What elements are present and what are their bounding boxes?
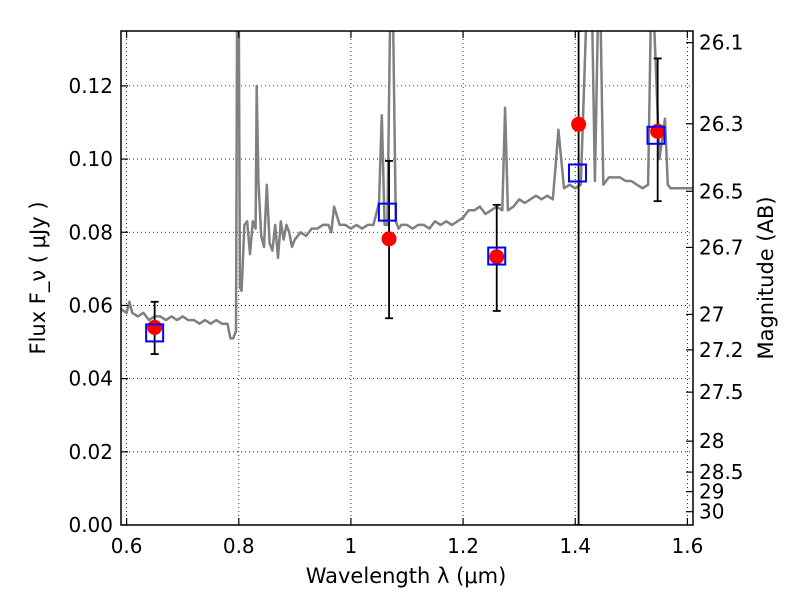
model-box [145,323,165,343]
observed-point [489,249,505,265]
x-tick-label: 0.8 [223,534,255,558]
mag-tick-label: 26.7 [699,235,744,259]
mag-tick-label: 30 [699,500,724,524]
mag-tick-label: 27 [699,302,724,326]
mag-tick-label: 27.5 [699,380,744,404]
x-axis-label: Wavelength λ (μm) [306,564,507,588]
y-tick-label: 0.12 [68,74,113,98]
mag-tick-label: 29 [699,480,724,504]
spectrum-line [121,31,693,340]
mag-tick-label: 26.3 [699,112,744,136]
tick-labels: 0.6 0.8 1 1.2 1.4 1.6 0.00 0.02 0.04 0.06 0.08 0.10… [68,31,743,558]
mag-tick-label: 27.2 [699,338,744,362]
mag-tick-label: 28 [699,429,724,453]
observed-point [147,319,163,335]
observed-points [147,116,666,335]
model-box [567,163,587,183]
y-tick-label: 0.00 [68,513,113,537]
y-tick-label: 0.02 [68,440,113,464]
x-tick-label: 0.6 [111,534,143,558]
y-axis-right-label: Magnitude (AB) [754,196,778,359]
model-box [646,125,666,145]
y-tick-label: 0.08 [68,220,113,244]
x-tick-label: 1 [345,534,358,558]
model-box [377,202,397,222]
model-box [487,246,507,266]
y-tick-label: 0.06 [68,293,113,317]
x-tick-label: 1.2 [447,534,479,558]
observed-point [381,231,397,247]
y-tick-label: 0.10 [68,147,113,171]
plot-frame [120,30,694,526]
model-spectrum [121,31,693,340]
observed-point [571,116,587,132]
y-axis-label: Flux F_ν ( μJy ) [26,201,51,354]
axis-ticks [121,31,693,526]
mag-tick-label: 26.5 [699,179,744,203]
mag-tick-label: 28.5 [699,460,744,484]
model-boxes [145,125,666,343]
mag-tick-label: 26.1 [699,31,744,55]
y-tick-label: 0.04 [68,367,113,391]
x-tick-label: 1.4 [559,534,591,558]
x-tick-label: 1.6 [671,534,703,558]
